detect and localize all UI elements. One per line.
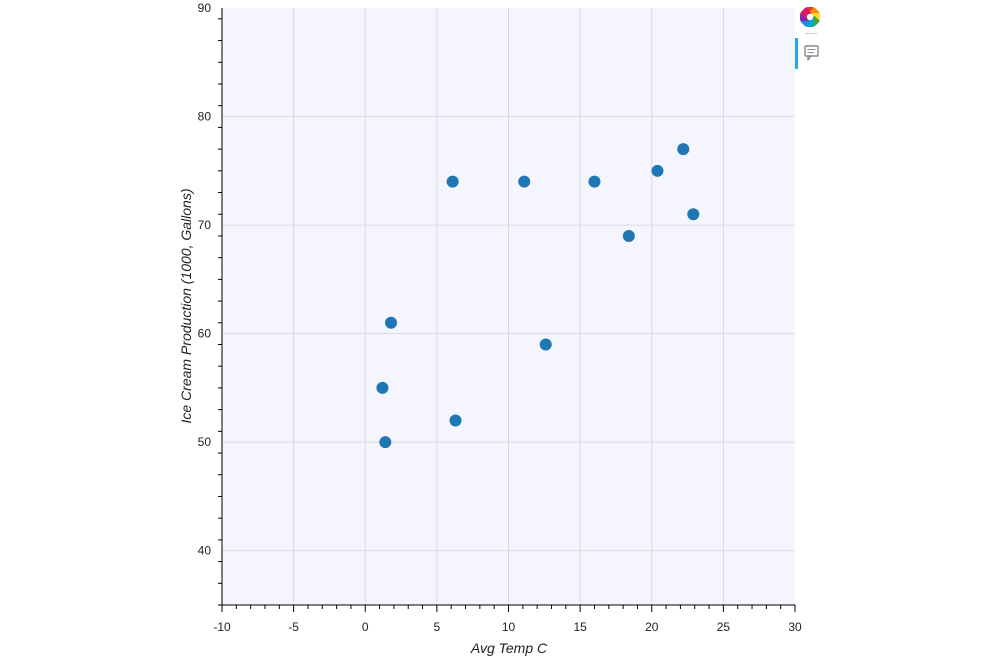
- data-point: [622, 229, 635, 242]
- scatter-points: [376, 143, 700, 449]
- bokeh-logo-icon[interactable]: [799, 6, 821, 28]
- y-tick-label: 80: [198, 110, 212, 124]
- x-axis-label: Avg Temp C: [470, 640, 548, 656]
- data-point: [385, 316, 398, 329]
- x-tick-label: 20: [645, 620, 659, 634]
- x-tick-label: -5: [288, 620, 299, 634]
- chart-toolbar: [795, 0, 825, 70]
- y-tick-label: 90: [198, 1, 212, 15]
- y-tick-label: 70: [198, 218, 212, 232]
- active-tool-indicator: [795, 38, 798, 69]
- y-axis-label: Ice Cream Production (1000, Gallons): [178, 189, 194, 424]
- hover-tool-icon[interactable]: [802, 43, 822, 63]
- x-tick-label: 0: [362, 620, 369, 634]
- data-point: [588, 175, 601, 188]
- data-point: [677, 143, 690, 156]
- y-tick-label: 60: [198, 327, 212, 341]
- data-point: [446, 175, 459, 188]
- x-tick-label: -10: [213, 620, 231, 634]
- x-tick-label: 10: [502, 620, 516, 634]
- data-point: [651, 164, 664, 177]
- x-tick-label: 25: [717, 620, 731, 634]
- axes: -10 -5 0 5 10 15 20 25 30 40 50 60 70 80 90: [198, 1, 802, 634]
- data-point: [379, 436, 392, 449]
- toolbar-divider: [805, 33, 817, 34]
- x-tick-label: 15: [573, 620, 587, 634]
- data-point: [539, 338, 552, 351]
- y-tick-label: 50: [198, 435, 212, 449]
- x-tick-label: 30: [788, 620, 802, 634]
- data-point: [687, 208, 700, 221]
- data-point: [518, 175, 531, 188]
- data-point: [376, 381, 389, 394]
- y-tick-label: 40: [198, 544, 212, 558]
- data-point: [449, 414, 462, 427]
- x-tick-label: 5: [434, 620, 441, 634]
- grid-lines: [222, 8, 795, 605]
